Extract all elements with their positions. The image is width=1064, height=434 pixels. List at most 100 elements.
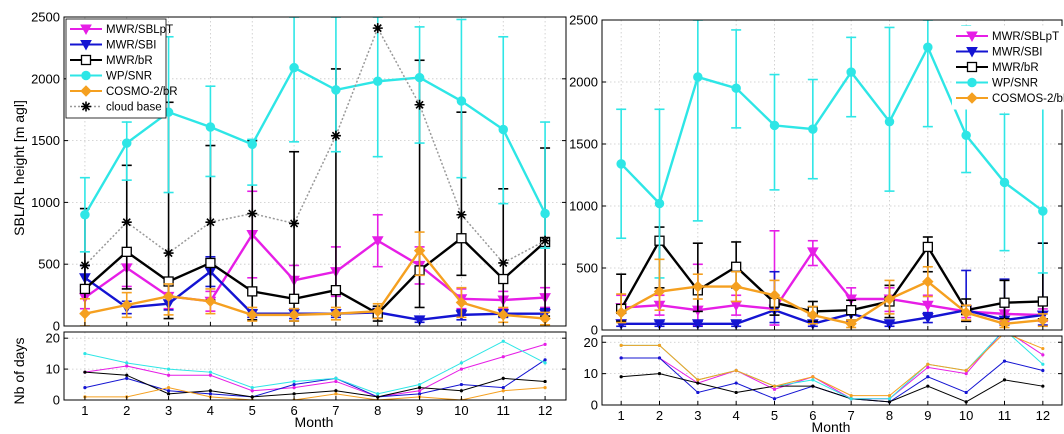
- count-point: [811, 378, 815, 382]
- data-point: [1037, 314, 1049, 326]
- x-tick-label: 8: [374, 403, 381, 418]
- data-point: [653, 319, 666, 330]
- data-point: [372, 23, 383, 34]
- count-point: [926, 365, 930, 369]
- count-point: [964, 390, 968, 395]
- y-tick-label: 20: [46, 331, 60, 346]
- data-point: [769, 120, 780, 131]
- count-point: [501, 355, 505, 359]
- data-point: [923, 42, 933, 53]
- y-tick-label: 20: [584, 335, 598, 350]
- count-line: [84, 371, 546, 398]
- data-point: [1038, 206, 1048, 216]
- count-series-cosmos-2-br: [619, 331, 1045, 398]
- data-point: [413, 244, 426, 257]
- data-point: [330, 285, 342, 296]
- series-line: [620, 280, 1043, 326]
- left-top-plot: [79, 17, 551, 326]
- count-point: [696, 390, 700, 395]
- legend-swatch-marker: [966, 31, 978, 43]
- x-tick-label: 3: [694, 408, 701, 423]
- data-point: [730, 319, 743, 330]
- y-tick-label: 2000: [31, 71, 60, 86]
- right-legend: MWR/SBLpT MWR/SBI MWR/bR WP/SNR COSMOS-2/bR: [952, 26, 1064, 110]
- count-point: [334, 389, 338, 393]
- count-point: [459, 382, 464, 387]
- data-point: [205, 257, 216, 269]
- data-point: [289, 62, 299, 73]
- data-point: [1037, 296, 1048, 307]
- count-point: [1003, 331, 1006, 334]
- count-point: [376, 392, 380, 396]
- series-line: [84, 270, 546, 322]
- data-point: [79, 307, 91, 320]
- data-point: [921, 313, 934, 324]
- legend-swatch-marker: [80, 54, 92, 66]
- count-point: [772, 397, 777, 401]
- count-point: [619, 375, 623, 379]
- x-tick-label: 2: [656, 408, 663, 423]
- y-tick-label: 0: [53, 319, 60, 334]
- data-point: [456, 209, 467, 220]
- y-tick-label: 0: [53, 393, 60, 408]
- data-point: [654, 198, 665, 209]
- y-tick-label: 2500: [31, 10, 60, 25]
- count-series-mwr-sblpt: [83, 342, 547, 399]
- data-point: [616, 159, 626, 169]
- x-tick-label: 9: [416, 403, 423, 418]
- y-tick-label: 2000: [569, 75, 598, 90]
- count-line: [84, 359, 546, 398]
- count-point: [1002, 359, 1007, 363]
- data-point: [246, 309, 258, 321]
- count-point: [334, 392, 338, 396]
- legend-label-wp-snr: WP/SNR: [106, 71, 152, 83]
- data-point: [497, 309, 509, 321]
- count-point: [619, 356, 623, 360]
- count-point: [1002, 378, 1007, 382]
- right-x-label: Month: [812, 419, 851, 434]
- count-series-mwr-br: [619, 372, 1045, 404]
- data-point: [808, 124, 818, 134]
- data-point: [807, 309, 819, 321]
- data-point: [371, 236, 384, 247]
- count-point: [125, 373, 129, 377]
- count-point: [166, 373, 171, 377]
- x-tick-label: 12: [1036, 408, 1050, 423]
- data-point: [121, 246, 132, 257]
- series-line: [621, 249, 1043, 317]
- data-point: [961, 130, 971, 141]
- series-line: [84, 232, 546, 303]
- legend-label-mwr-sblpt: MWR/SBLpT: [992, 31, 1059, 43]
- y-tick-label: 1000: [569, 199, 598, 214]
- count-point: [772, 384, 777, 388]
- legend-label-cosmos-2-br: COSMOS-2/bR: [992, 93, 1064, 105]
- data-point: [498, 273, 509, 285]
- count-point: [83, 370, 87, 374]
- x-tick-label: 9: [924, 408, 931, 423]
- data-point: [80, 210, 90, 220]
- data-point: [692, 280, 704, 293]
- data-point: [247, 208, 258, 219]
- count-point: [1041, 346, 1045, 351]
- count-point: [83, 386, 87, 390]
- data-point: [960, 306, 972, 319]
- x-tick-label: 6: [290, 403, 297, 418]
- count-point: [208, 373, 213, 377]
- top-axes-frame: [63, 16, 567, 327]
- legend-swatch-marker: [81, 101, 91, 112]
- y-tick-label: 1500: [31, 133, 60, 148]
- legend-box: [65, 18, 167, 119]
- count-point: [657, 356, 662, 360]
- legend-swatch-marker: [80, 85, 92, 97]
- bottom-axes-frame: [63, 331, 567, 401]
- count-point: [417, 382, 422, 387]
- legend-swatch-marker: [81, 70, 91, 81]
- top-axes-frame: [601, 19, 1063, 331]
- count-point: [459, 367, 464, 371]
- count-line: [621, 336, 1044, 400]
- legend-label-mwr-sblpt: MWR/SBLpT: [106, 24, 173, 36]
- count-point: [250, 386, 254, 390]
- count-point: [543, 361, 547, 365]
